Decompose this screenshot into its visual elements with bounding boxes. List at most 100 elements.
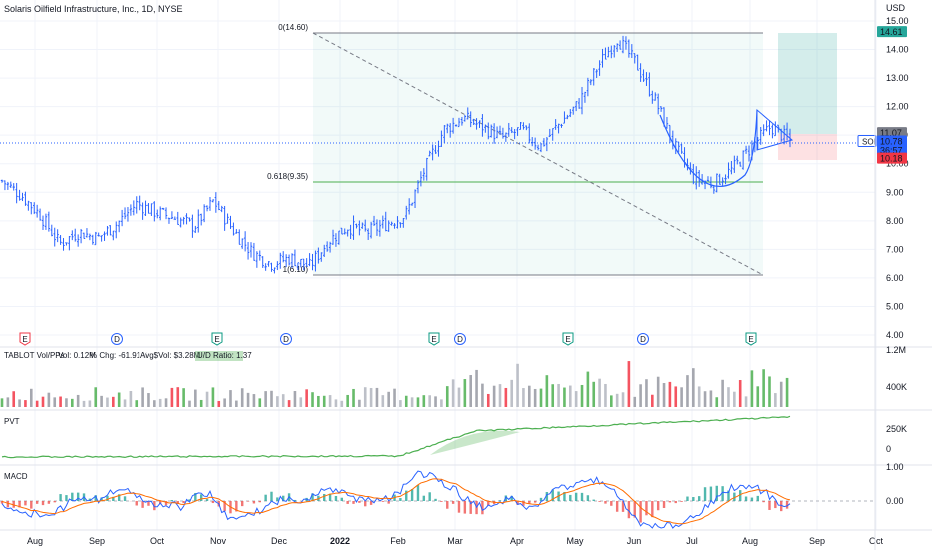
time-axis[interactable]: Aug Sep Oct Nov Dec 2022 Feb Mar Apr May Jun Jul Aug…	[27, 536, 884, 546]
price-tick-label: 9.00	[886, 187, 904, 197]
volume-bar	[709, 390, 713, 407]
volume-bar	[240, 388, 244, 407]
volume-bar	[147, 393, 150, 407]
volume-bar	[434, 396, 437, 407]
macd-histogram-bar	[364, 501, 367, 507]
earnings-marker[interactable]: E	[19, 332, 31, 346]
volume-bar	[270, 390, 273, 407]
dividend-marker[interactable]: D	[280, 333, 292, 345]
macd-histogram-bar	[47, 501, 51, 504]
volume-bar	[334, 399, 338, 407]
macd-histogram-bar	[293, 499, 297, 501]
fibonacci-retracement[interactable]: 0(14.60) 0.618(9.35) 1(6.10)	[267, 23, 764, 276]
macd-histogram-bar	[645, 501, 648, 516]
pennant-triangle	[756, 108, 794, 151]
volume-bar	[557, 383, 560, 407]
macd-lines	[0, 470, 875, 529]
volume-bar	[445, 386, 449, 407]
macd-histogram-bar	[65, 495, 68, 501]
macd-histogram-bar	[35, 501, 39, 504]
volume-bar	[65, 398, 68, 407]
macd-histogram-bar	[106, 495, 109, 501]
macd-histogram-bar	[94, 495, 97, 501]
volume-bar	[305, 389, 308, 407]
macd-histogram-bar	[522, 501, 525, 506]
volume-bar	[697, 386, 701, 407]
price-tick-label: 5.00	[886, 301, 904, 311]
volume-bar	[574, 391, 578, 407]
price-axis[interactable]: 15.0014.0013.0012.0011.0010.009.008.007.…	[886, 16, 909, 340]
volume-bar	[475, 369, 478, 407]
price-tick-label: 7.00	[886, 244, 904, 254]
dividend-marker[interactable]: D	[637, 333, 649, 345]
price-label-text: 10.78	[880, 136, 903, 146]
macd-histogram-bar	[756, 495, 759, 501]
svg-text:E: E	[431, 335, 436, 344]
time-tick-label: 2022	[330, 536, 350, 546]
earnings-marker[interactable]: E	[428, 332, 440, 346]
macd-histogram-bar	[692, 497, 695, 501]
macd-histogram-bar	[709, 486, 713, 501]
dividend-marker[interactable]: D	[111, 333, 123, 345]
svg-text:E: E	[214, 335, 219, 344]
volume-bar	[662, 383, 666, 407]
volume-bar	[47, 392, 51, 407]
svg-text:D: D	[114, 335, 120, 344]
fib-label-1: 1(6.10)	[283, 265, 309, 274]
long-position-tool[interactable]	[778, 33, 837, 160]
volume-bar	[12, 391, 16, 407]
macd-histogram-bar	[182, 501, 185, 504]
macd-histogram-bar	[328, 493, 332, 501]
volume-bar	[680, 387, 683, 407]
volume-bar	[785, 377, 789, 407]
volume-bar	[194, 389, 197, 407]
macd-histogram-bar	[510, 495, 513, 501]
macd-histogram-bar	[703, 487, 707, 501]
earnings-marker[interactable]: E	[211, 332, 223, 346]
macd-histogram-bar	[276, 497, 279, 501]
volume-bar	[340, 400, 344, 407]
volume-indicator-name: TABLOT Vol/PPs	[4, 351, 65, 360]
volume-bar	[199, 399, 203, 407]
macd-histogram-bar	[651, 501, 654, 518]
time-tick-label: Aug	[742, 536, 758, 546]
stop-zone	[778, 134, 837, 160]
fib-trend-line	[312, 32, 764, 276]
volume-bar	[182, 388, 185, 407]
price-tick-label: 15.00	[886, 16, 909, 26]
time-tick-label: Aug	[27, 536, 43, 546]
macd-histogram-bar	[598, 501, 601, 502]
macd-histogram-bar	[30, 501, 33, 509]
fib-label-0: 0(14.60)	[278, 23, 308, 32]
macd-histogram-bar	[580, 492, 584, 501]
svg-text:D: D	[457, 335, 463, 344]
macd-histogram-bar	[762, 501, 765, 503]
macd-histogram-bar	[18, 501, 21, 508]
price-label-badge	[877, 127, 907, 139]
dividend-marker[interactable]: D	[454, 333, 466, 345]
earnings-marker[interactable]: E	[562, 332, 574, 346]
price-tick-label: 10.00	[886, 159, 909, 169]
volume-bar	[18, 399, 21, 407]
volume-bar	[738, 380, 742, 407]
volume-bar	[129, 390, 133, 407]
macd-histogram-bar	[410, 489, 414, 501]
macd-histogram-bar	[369, 501, 373, 505]
macd-histogram-bar	[199, 494, 203, 501]
earnings-marker[interactable]: E	[745, 332, 757, 346]
volume-bar	[276, 396, 279, 407]
macd-indicator-name: MACD	[4, 472, 28, 481]
volume-bar	[568, 385, 572, 407]
macd-histogram-bar	[469, 501, 472, 514]
volume-bar	[498, 384, 502, 407]
macd-histogram-bar	[481, 501, 484, 515]
volume-bar	[621, 392, 625, 407]
volume-bar	[692, 368, 695, 407]
macd-histogram-bar	[774, 501, 777, 509]
volume-bar	[527, 385, 531, 407]
macd-histogram-bar	[610, 501, 613, 506]
volume-bar	[563, 387, 566, 407]
grid-lines	[0, 0, 877, 530]
